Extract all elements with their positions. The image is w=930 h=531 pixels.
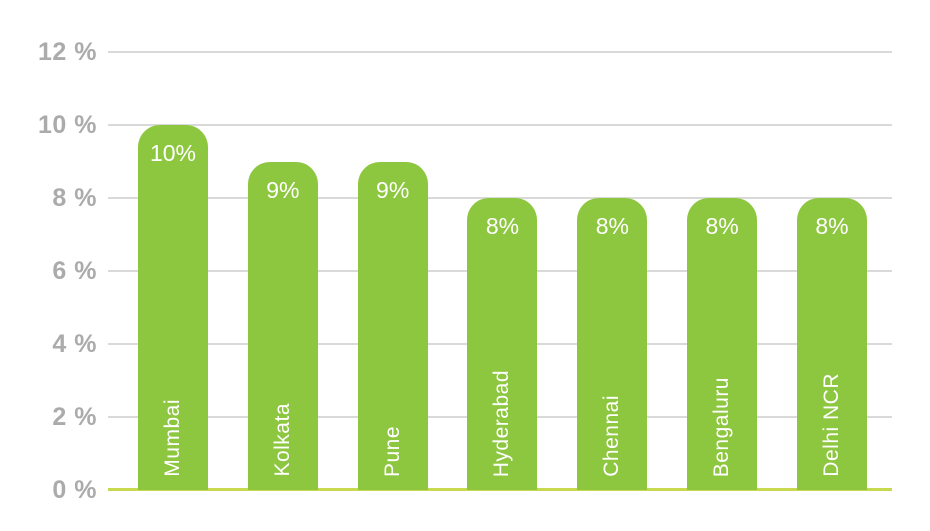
bar-value-label: 9%: [266, 176, 300, 203]
bar-delhi-ncr: 8% Delhi NCR: [796, 198, 867, 490]
bar-value-label: 9%: [376, 176, 410, 203]
y-tick-label: 10 %: [38, 111, 97, 139]
gridline: [108, 51, 892, 53]
bars-group: 10% Mumbai 9% Kolkata 9% Pune 8% Hyderabad 8% Che…: [138, 52, 867, 490]
bar-value-label: 8%: [705, 213, 739, 239]
bar-category-label: Mumbai: [161, 399, 184, 477]
bar-category-label: Chennai: [600, 395, 624, 477]
bar-pune: 9% Pune: [357, 161, 428, 490]
y-tick-label: 4 %: [52, 330, 97, 358]
bar-bengaluru: 8% Bengaluru: [687, 198, 758, 490]
bar-category-label: Bengaluru: [710, 376, 734, 477]
bar-value-label: 8%: [485, 213, 520, 239]
plot-area: 10% Mumbai 9% Kolkata 9% Pune 8% Hyderabad 8% Che…: [108, 51, 892, 491]
bar-mumbai: 10% Mumbai: [138, 125, 208, 490]
bar-chennai: 8% Chennai: [577, 198, 648, 490]
y-tick-label: 6 %: [52, 257, 97, 285]
bar-category-label: Kolkata: [270, 403, 294, 477]
bar-kolkata: 9% Kolkata: [247, 161, 318, 490]
y-tick-label: 2 %: [52, 403, 97, 431]
gridline: [108, 124, 892, 126]
y-tick-label: 12 %: [38, 38, 97, 66]
bar-value-label: 8%: [815, 213, 849, 239]
y-tick-label: 8 %: [52, 184, 97, 212]
bar-value-label: 10%: [149, 140, 197, 166]
bar-category-label: Delhi NCR: [819, 373, 843, 477]
bar-value-label: 8%: [595, 213, 629, 239]
bar-hyderabad: 8% Hyderabad: [467, 198, 538, 490]
y-tick-label: 0 %: [52, 476, 97, 504]
bar-category-label: Pune: [380, 425, 404, 477]
bar-category-label: Hyderabad: [490, 369, 514, 477]
